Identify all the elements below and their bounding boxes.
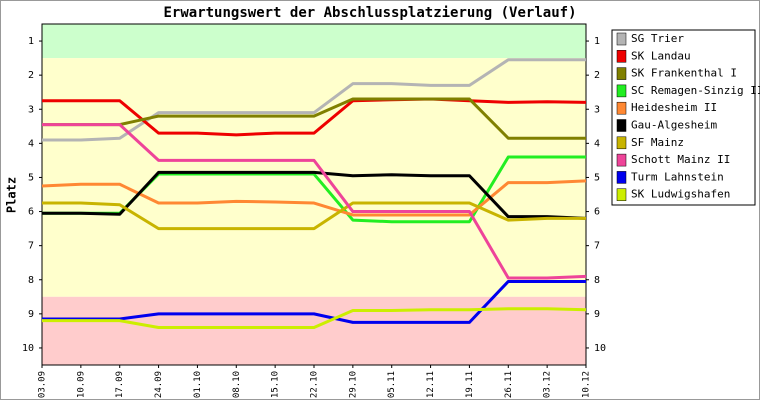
y-tick-label: 4 [594, 138, 600, 149]
band [42, 296, 586, 365]
x-tick-label: 01.10 [193, 371, 203, 398]
line [42, 201, 586, 231]
legend-swatch [616, 32, 627, 46]
x-tick-label: 26.11 [504, 371, 514, 398]
x-tick-label: 15.10 [271, 371, 281, 398]
legend-label: Heidesheim II [631, 101, 717, 114]
legend-label: SG Trier [631, 32, 684, 45]
legend-label: SK Frankenthal I [631, 67, 737, 80]
legend-label: SK Ludwigshafen [631, 188, 730, 201]
y-tick-label: 10 [22, 343, 34, 354]
x-tick-label: 10.12 [582, 371, 592, 398]
legend-swatch [616, 153, 627, 167]
y-tick-label: 6 [594, 207, 600, 218]
y-tick-label: 3 [28, 104, 34, 115]
line [42, 58, 586, 142]
legend-label: Gau-Algesheim [631, 119, 717, 132]
line [42, 170, 587, 220]
band [42, 24, 586, 59]
y-tick-label: 8 [28, 275, 34, 286]
x-tick-label: 08.10 [232, 371, 242, 398]
x-tick-label: 10.09 [76, 371, 86, 398]
y-tick-label: 4 [28, 138, 34, 149]
legend-swatch [616, 119, 627, 132]
x-tick-label: 03.09 [38, 371, 48, 398]
y-tick-label: 5 [28, 172, 34, 183]
x-tick-label: 29.10 [348, 371, 358, 398]
x-tick-label: 12.11 [426, 371, 436, 398]
y-tick-label: 1 [594, 36, 600, 47]
y-tick-label: 2 [594, 70, 600, 81]
x-tick-label: 19.11 [465, 371, 475, 398]
y-tick-label: 1 [28, 36, 34, 47]
y-tick-label: 9 [594, 309, 600, 320]
line [42, 97, 587, 137]
x-tick-label: 17.09 [115, 371, 125, 398]
legend-swatch [616, 101, 627, 115]
x-tick-label: 03.12 [543, 371, 553, 398]
y-tick-label: 5 [594, 172, 600, 183]
legend-label: Turm Lahnstein [631, 170, 724, 183]
y-tick-label: 7 [594, 241, 600, 252]
legend-label: SC Remagen-Sinzig II [631, 84, 760, 97]
legend-label: SF Mainz [631, 136, 684, 149]
legend-swatch [616, 171, 627, 184]
line [41, 179, 587, 217]
legend-box [611, 29, 756, 206]
line [42, 279, 586, 324]
band [42, 58, 586, 297]
legend-swatch [616, 50, 627, 63]
legend-swatch [616, 136, 627, 150]
chart-title: Erwartungswert der Abschlussplatzierung … [163, 5, 576, 21]
y-tick-label: 2 [28, 70, 34, 81]
line [42, 97, 586, 140]
line [42, 123, 587, 280]
y-tick-label: 3 [594, 104, 600, 115]
x-tick-label: 22.10 [310, 371, 320, 398]
legend-swatch [616, 188, 627, 201]
y-axis-label: Platz [5, 177, 19, 213]
y-tick-label: 10 [594, 343, 606, 354]
legend-swatch [616, 67, 627, 80]
legend-swatch [616, 84, 627, 98]
legend-label: Schott Mainz II [631, 153, 730, 166]
y-tick-label: 9 [28, 309, 34, 320]
x-tick-label: 05.11 [387, 371, 397, 398]
y-tick-label: 6 [28, 207, 34, 218]
y-tick-label: 8 [594, 275, 600, 286]
line [42, 307, 587, 329]
x-tick-label: 24.09 [154, 371, 164, 398]
y-tick-label: 7 [28, 241, 34, 252]
legend-label: SK Landau [631, 49, 691, 62]
